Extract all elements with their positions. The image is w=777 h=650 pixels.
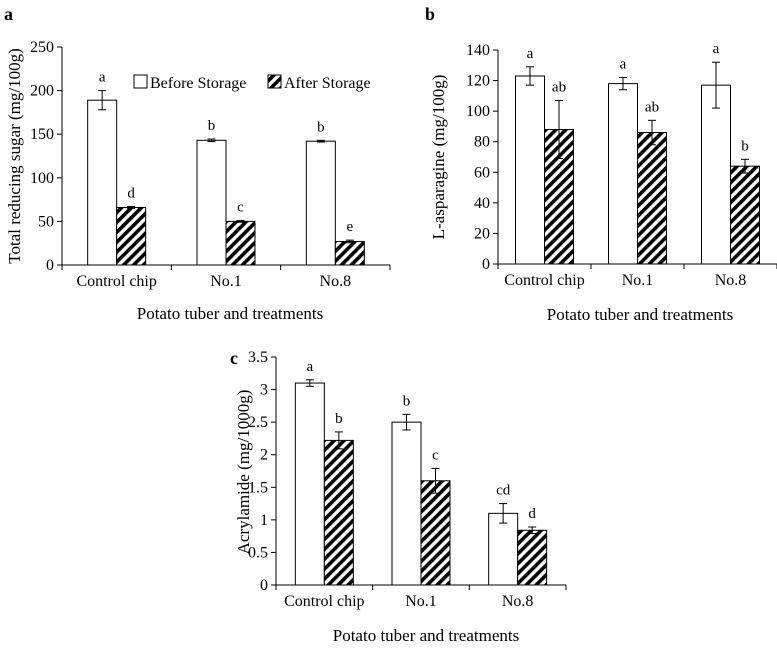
y-tick-label: 80 xyxy=(474,134,490,151)
bar-after xyxy=(116,206,147,266)
legend-swatch-before xyxy=(133,74,148,89)
x-tick-label: No.1 xyxy=(210,273,242,290)
x-tick-label: No.8 xyxy=(320,273,352,290)
legend: Before Storage After Storage xyxy=(133,74,371,92)
legend-swatch-after xyxy=(267,74,282,89)
y-tick-label: 250 xyxy=(30,39,54,56)
significance-letter: e xyxy=(346,219,353,235)
bar-after xyxy=(517,529,548,586)
y-tick-label: 100 xyxy=(30,170,54,187)
significance-letter: b xyxy=(741,138,749,154)
bar-before xyxy=(515,75,545,265)
bar-after xyxy=(334,240,365,266)
y-tick-label: 0.5 xyxy=(248,544,268,561)
y-tick-label: 50 xyxy=(38,213,54,230)
y-tick-label: 150 xyxy=(30,126,54,143)
significance-letter: c xyxy=(432,447,439,463)
x-axis-title: Potato tuber and treatments xyxy=(137,304,323,323)
significance-letter: a xyxy=(306,359,313,375)
significance-letter: a xyxy=(527,46,534,62)
significance-letter: c xyxy=(237,200,244,216)
bar-after xyxy=(420,480,451,586)
panel-label: c xyxy=(230,348,238,368)
significance-letter: b xyxy=(317,119,325,135)
x-tick-label: No.8 xyxy=(715,272,747,289)
y-tick-label: 120 xyxy=(466,73,490,90)
y-tick-label: 1.5 xyxy=(248,479,268,496)
bar-before xyxy=(87,99,118,266)
chart-panel-a: a 0 50 100 150 200 250 Control chip No.1 No.8 a d b c… xyxy=(4,4,391,323)
y-tick-label: 140 xyxy=(466,42,490,59)
y-axis-title: Acrylamide (mg/1000g) xyxy=(234,390,253,555)
chart-panel-c: c 0 0.5 1 1.5 2 2.5 3 3.5 Control chip No.1 No.8 a b b… xyxy=(230,348,567,645)
bar-after xyxy=(323,439,354,586)
x-tick-label: No.1 xyxy=(622,272,654,289)
x-tick-label: No.1 xyxy=(405,593,437,610)
x-tick-label: Control chip xyxy=(284,593,364,610)
y-axis-title: Total reducing sugar (mg/100g) xyxy=(5,48,24,264)
y-tick-label: 100 xyxy=(466,103,490,120)
significance-letter: cd xyxy=(496,483,511,499)
chart-panel-b: b 0 20 40 60 80 100 120 140 Control chip No.1 No.8 a… xyxy=(425,4,777,324)
bar-after xyxy=(637,132,667,265)
x-tick-label: No.8 xyxy=(502,593,534,610)
panel-label: b xyxy=(425,4,435,24)
bar-before xyxy=(305,140,336,266)
y-tick-label: 200 xyxy=(30,83,54,100)
bar-before xyxy=(488,512,519,586)
y-tick-label: 60 xyxy=(474,164,490,181)
y-tick-label: 2 xyxy=(260,447,268,464)
y-tick-label: 0 xyxy=(482,256,490,273)
significance-letter: b xyxy=(403,393,411,409)
significance-letter: d xyxy=(528,506,536,522)
y-tick-label: 3 xyxy=(260,382,268,399)
bar-after xyxy=(225,220,256,266)
bar-before xyxy=(391,421,422,586)
significance-letter: b xyxy=(335,411,343,427)
significance-letter: d xyxy=(127,186,135,202)
y-tick-label: 0 xyxy=(260,577,268,594)
significance-letter: a xyxy=(620,57,627,73)
x-tick-label: Control chip xyxy=(76,273,156,290)
bar-before xyxy=(196,139,227,266)
bar-before xyxy=(608,83,638,265)
y-tick-label: 0 xyxy=(46,257,54,274)
y-axis-title: L-asparagine (mg/100g) xyxy=(429,75,448,240)
significance-letter: a xyxy=(713,41,720,57)
x-tick-label: Control chip xyxy=(504,272,584,289)
bar-before xyxy=(294,382,325,586)
y-tick-label: 1 xyxy=(260,512,268,529)
y-tick-label: 3.5 xyxy=(248,349,268,366)
significance-letter: ab xyxy=(552,79,566,95)
significance-letter: ab xyxy=(645,99,659,115)
bar-before xyxy=(701,84,731,265)
bar-after xyxy=(730,165,760,265)
significance-letter: b xyxy=(208,118,216,134)
x-axis-title: Potato tuber and treatments xyxy=(547,305,733,324)
panel-label: a xyxy=(4,4,13,24)
legend-label-before: Before Storage xyxy=(150,75,246,92)
y-tick-label: 20 xyxy=(474,225,490,242)
y-tick-label: 2.5 xyxy=(248,414,268,431)
significance-letter: a xyxy=(99,70,106,86)
x-axis-title: Potato tuber and treatments xyxy=(333,626,519,645)
legend-label-after: After Storage xyxy=(284,75,371,92)
y-tick-label: 40 xyxy=(474,195,490,212)
